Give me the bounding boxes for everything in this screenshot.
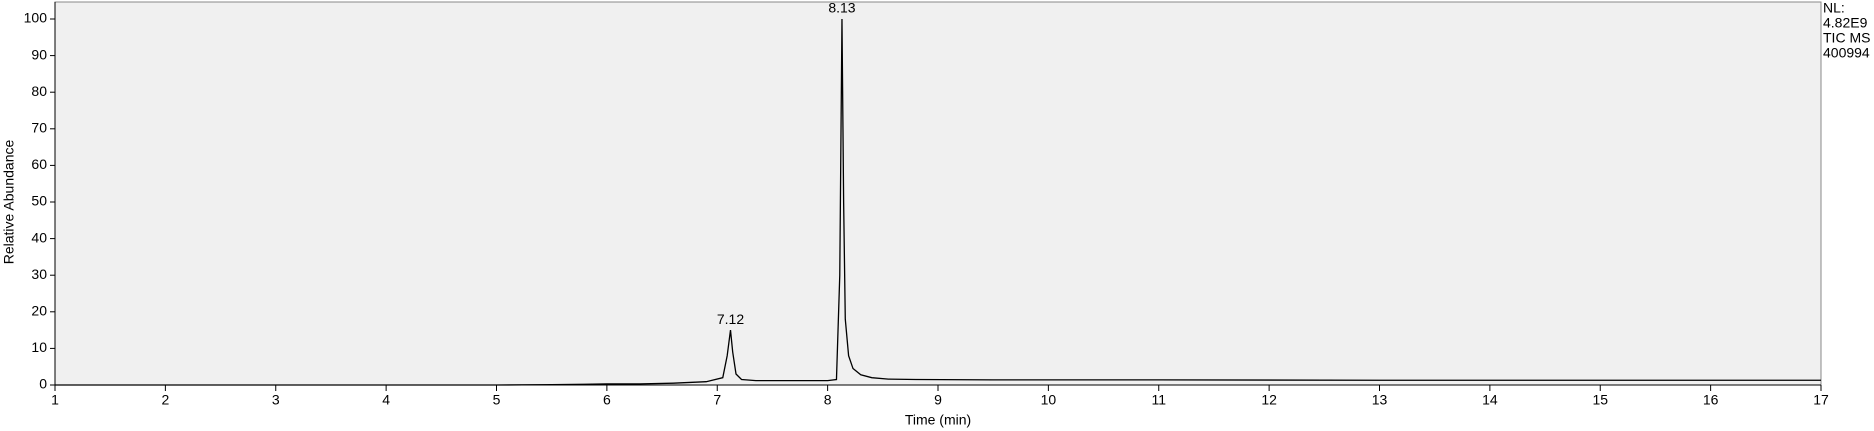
x-tick-label: 3 [272,392,280,408]
x-tick-label: 1 [51,392,59,408]
info-text: 400994 [1823,45,1870,61]
x-tick-label: 8 [824,392,832,408]
info-text: TIC MS [1823,30,1870,46]
y-tick-label: 70 [31,120,47,136]
x-tick-label: 12 [1261,392,1277,408]
peak-label: 8.13 [828,0,855,16]
x-axis-label: Time (min) [905,412,971,428]
info-text: 4.82E9 [1823,15,1868,31]
chromatogram-line [55,18,1821,386]
x-tick-label: 15 [1592,392,1608,408]
x-tick-label: 2 [161,392,169,408]
x-tick-label: 7 [713,392,721,408]
y-tick-label: 90 [31,46,47,62]
x-tick-label: 14 [1482,392,1498,408]
x-tick-label: 4 [382,392,390,408]
x-tick-label: 11 [1151,392,1166,408]
y-tick-label: 0 [39,376,47,392]
y-axis-label: Relative Abundance [1,140,17,265]
x-tick-label: 17 [1813,392,1829,408]
y-tick-label: 30 [31,266,47,282]
x-tick-label: 9 [934,392,942,408]
info-text: NL: [1823,0,1845,16]
y-tick-label: 100 [24,10,48,26]
peak-label: 7.12 [717,311,744,327]
x-tick-label: 6 [603,392,611,408]
x-tick-label: 10 [1041,392,1057,408]
y-tick-label: 20 [31,303,47,319]
y-tick-label: 10 [31,339,47,355]
x-tick-label: 13 [1372,392,1388,408]
y-tick-label: 80 [31,83,47,99]
y-tick-label: 50 [31,193,47,209]
plot-area [54,1,1822,386]
y-tick-label: 40 [31,229,47,245]
x-tick-label: 16 [1703,392,1719,408]
y-tick-label: 60 [31,156,47,172]
x-tick-label: 5 [493,392,501,408]
